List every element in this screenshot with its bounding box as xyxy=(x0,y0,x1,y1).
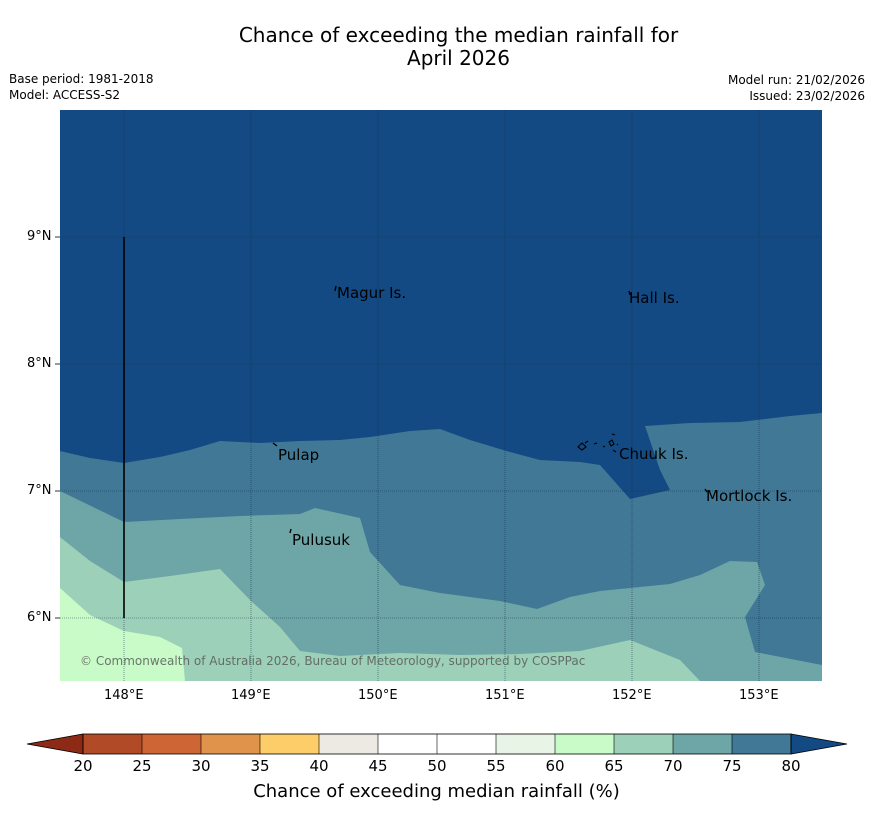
colorbar-label: Chance of exceeding median rainfall (%) xyxy=(253,781,620,802)
colorbar-tick-label: 65 xyxy=(604,757,624,775)
island-pulusuk xyxy=(289,528,292,534)
colorbar-cell xyxy=(378,734,438,754)
colorbar-cell xyxy=(437,734,497,754)
colorbar-tick-label: 25 xyxy=(132,757,152,775)
copyright-notice: © Commonwealth of Australia 2026, Bureau… xyxy=(80,654,586,668)
colorbar-cell xyxy=(614,734,674,754)
lon-label-151e: 151°E xyxy=(485,688,525,703)
island-chuuk xyxy=(577,433,619,453)
colorbar-cell xyxy=(673,734,733,754)
colorbar xyxy=(26,733,848,755)
colorbar-tick-label: 50 xyxy=(427,757,447,775)
colorbar-tick-label: 45 xyxy=(368,757,388,775)
island-hall xyxy=(628,290,631,296)
colorbar-tick-label: 70 xyxy=(663,757,683,775)
model-name: Model: ACCESS-S2 xyxy=(9,88,121,102)
colorbar-cell xyxy=(555,734,615,754)
colorbar-cell xyxy=(260,734,320,754)
chart-title-line2: April 2026 xyxy=(407,46,510,70)
model-run: Model run: 21/02/2026 xyxy=(727,73,865,87)
colorbar-cell xyxy=(201,734,261,754)
island-pulap xyxy=(272,442,278,447)
meta-left: Base period: 1981-2018 Model: ACCESS-S2 xyxy=(9,71,154,103)
colorbar-tick-label: 40 xyxy=(309,757,329,775)
place-chuuk: Chuuk Is. xyxy=(619,445,689,463)
colorbar-tick-label: 30 xyxy=(191,757,211,775)
issued-date: Issued: 23/02/2026 xyxy=(749,89,865,103)
place-mortlock: Mortlock Is. xyxy=(706,487,793,505)
axis-ticks xyxy=(55,236,60,619)
graticule xyxy=(60,110,822,681)
place-pulusuk: Pulusuk xyxy=(292,531,350,549)
place-magur: Magur Is. xyxy=(337,284,407,302)
lat-label-8n: 8°N xyxy=(27,356,52,371)
colorbar-cell xyxy=(142,734,202,754)
chart-title-line1: Chance of exceeding the median rainfall … xyxy=(238,23,679,47)
colorbar-tick-label: 60 xyxy=(545,757,565,775)
lat-label-9n: 9°N xyxy=(27,229,52,244)
place-hall: Hall Is. xyxy=(629,289,680,307)
meta-right: Model run: 21/02/2026 Issued: 23/02/2026 xyxy=(728,72,865,104)
colorbar-tick-label: 80 xyxy=(781,757,801,775)
zone-65-70 xyxy=(60,537,700,681)
colorbar-cell xyxy=(732,734,792,754)
colorbar-cell xyxy=(83,734,143,754)
lon-label-153e: 153°E xyxy=(739,688,779,703)
island-magur xyxy=(334,285,337,292)
lon-label-148e: 148°E xyxy=(104,688,144,703)
lat-label-6n: 6°N xyxy=(27,610,52,625)
lon-label-149e: 149°E xyxy=(231,688,271,703)
zone-60-65 xyxy=(60,588,185,681)
colorbar-cell xyxy=(319,734,379,754)
island-markers xyxy=(272,285,708,534)
colorbar-under-triangle xyxy=(26,733,84,755)
colorbar-cell xyxy=(496,734,556,754)
lon-label-152e: 152°E xyxy=(612,688,652,703)
colorbar-tick-label: 75 xyxy=(722,757,742,775)
island-mortlock xyxy=(704,488,708,493)
place-pulap: Pulap xyxy=(278,446,320,464)
colorbar-tick-label: 55 xyxy=(486,757,506,775)
lon-label-150e: 150°E xyxy=(358,688,398,703)
colorbar-over-triangle xyxy=(790,733,848,755)
lat-label-7n: 7°N xyxy=(27,483,52,498)
colorbar-outline xyxy=(82,733,792,755)
colorbar-tick-label: 35 xyxy=(250,757,270,775)
colorbar-tick-label: 20 xyxy=(73,757,93,775)
base-period: Base period: 1981-2018 xyxy=(9,72,154,86)
